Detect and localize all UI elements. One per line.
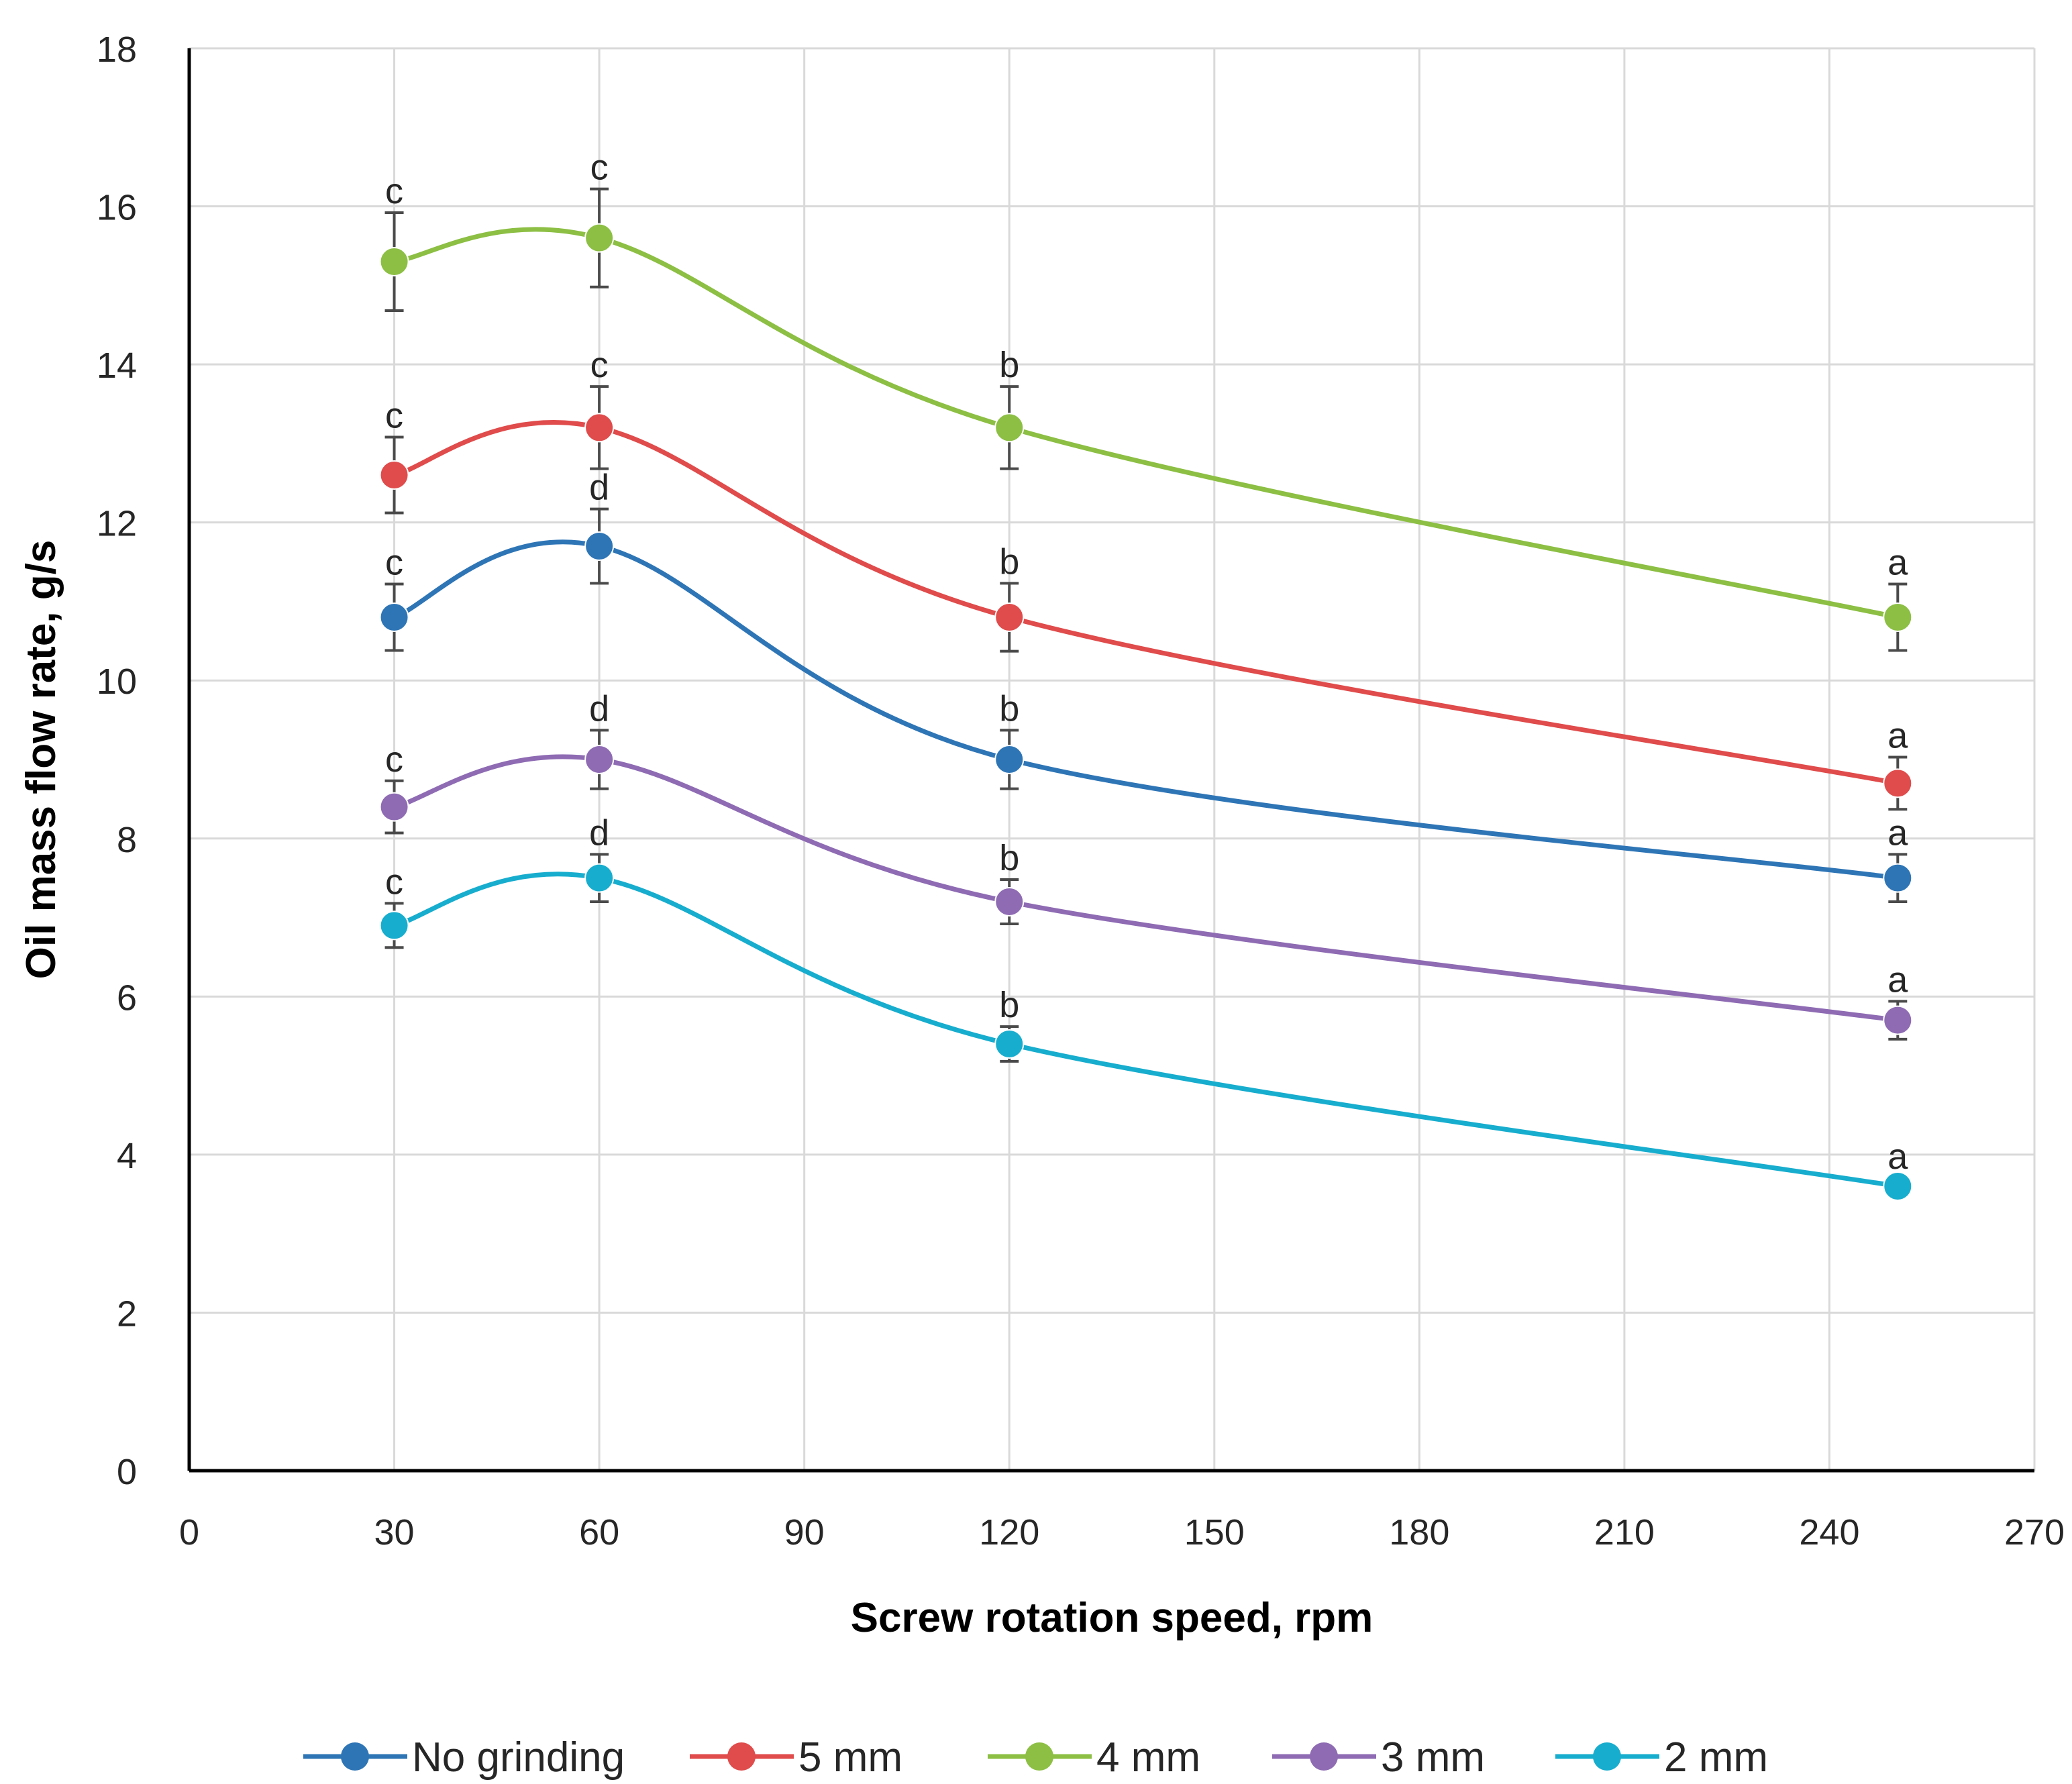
significance-letter: a <box>1887 715 1908 755</box>
significance-letter: c <box>385 171 403 211</box>
legend-label: 2 mm <box>1664 1734 1768 1781</box>
significance-letter: b <box>999 345 1019 385</box>
x-tick-label: 90 <box>784 1512 825 1553</box>
y-tick-label: 10 <box>97 662 137 702</box>
data-point <box>994 887 1025 916</box>
y-tick-label: 4 <box>117 1136 137 1176</box>
significance-letter: b <box>999 688 1019 729</box>
data-point <box>379 460 409 490</box>
significance-letter: a <box>1887 812 1908 853</box>
y-tick-label: 18 <box>97 30 137 70</box>
significance-letter: b <box>999 985 1019 1025</box>
x-tick-label: 270 <box>2004 1512 2065 1553</box>
legend-label: 3 mm <box>1381 1734 1485 1781</box>
data-point <box>1883 602 1913 632</box>
significance-letter: d <box>589 812 609 853</box>
data-point <box>584 223 615 253</box>
series-5-mm: c c b a <box>379 345 1913 811</box>
x-axis-title: Screw rotation speed, rpm <box>851 1595 1374 1641</box>
legend-label: No grinding <box>412 1734 625 1781</box>
series-2-mm: c d b a <box>379 812 1913 1201</box>
data-point <box>1883 863 1913 893</box>
legend-swatch-marker <box>341 1742 369 1771</box>
x-tick-label: 30 <box>374 1512 415 1553</box>
series-no-grinding: c d b a <box>379 468 1913 903</box>
y-tick-label: 16 <box>97 188 137 228</box>
plot-area: c d b a c c b a c c b a c d b a c d b a <box>379 148 1913 1201</box>
y-tick-label: 2 <box>117 1294 137 1334</box>
x-tick-label: 60 <box>579 1512 619 1553</box>
significance-letter: d <box>589 468 609 508</box>
legend-label: 4 mm <box>1096 1734 1200 1781</box>
legend-swatch-marker <box>1593 1742 1621 1771</box>
significance-letter: d <box>589 688 609 729</box>
data-point <box>379 247 409 276</box>
significance-letter: a <box>1887 959 1908 1000</box>
data-point <box>1883 768 1913 798</box>
significance-letter: c <box>385 861 403 902</box>
legend-entry: 4 mm <box>988 1734 1200 1781</box>
data-point <box>379 602 409 632</box>
series-line <box>393 754 1898 1023</box>
data-point <box>584 745 615 774</box>
series-3-mm: c d b a <box>379 688 1913 1041</box>
legend-swatch-marker <box>1025 1742 1053 1771</box>
data-point <box>994 1029 1025 1059</box>
series-line <box>394 227 1899 620</box>
legend-entry: 3 mm <box>1272 1734 1485 1781</box>
x-tick-label: 240 <box>1799 1512 1859 1553</box>
significance-letter: a <box>1887 543 1908 583</box>
y-axis-title: Oil mass flow rate, g/s <box>18 540 64 980</box>
legend-label: 5 mm <box>798 1734 902 1781</box>
significance-letter: c <box>385 739 403 780</box>
significance-letter: c <box>590 345 609 385</box>
y-tick-label: 8 <box>117 820 137 860</box>
data-point <box>379 910 409 941</box>
data-point <box>994 745 1025 774</box>
legend-entry: 2 mm <box>1555 1734 1768 1781</box>
series-line <box>393 872 1898 1189</box>
x-tick-label: 150 <box>1184 1512 1245 1553</box>
data-point <box>584 531 615 561</box>
significance-letter: c <box>590 148 609 188</box>
series-4-mm: c c b a <box>379 148 1913 652</box>
data-point <box>994 602 1025 632</box>
series-line <box>393 419 1898 786</box>
x-tick-label: 210 <box>1594 1512 1655 1553</box>
significance-letter: b <box>999 541 1019 582</box>
y-tick-label: 14 <box>97 346 137 386</box>
data-point <box>1883 1005 1913 1035</box>
x-tick-label: 180 <box>1389 1512 1449 1553</box>
data-point <box>994 413 1025 443</box>
significance-letter: b <box>999 838 1019 878</box>
significance-letter: a <box>1887 1137 1908 1177</box>
data-point <box>584 863 615 893</box>
legend-swatch-marker <box>727 1742 756 1771</box>
data-point <box>379 792 409 822</box>
y-tick-label: 0 <box>117 1452 137 1492</box>
y-tick-label: 6 <box>117 978 137 1018</box>
legend-swatch-marker <box>1310 1742 1338 1771</box>
legend: No grinding 5 mm 4 mm 3 mm 2 mm <box>303 1734 1768 1781</box>
y-tick-label: 12 <box>97 504 137 544</box>
series-line <box>393 539 1898 881</box>
x-tick-label: 120 <box>979 1512 1039 1553</box>
legend-entry: 5 mm <box>690 1734 902 1781</box>
significance-letter: c <box>385 395 403 435</box>
legend-entry: No grinding <box>303 1734 625 1781</box>
x-tick-label: 0 <box>179 1512 199 1553</box>
gridlines <box>189 47 2036 1471</box>
significance-letter: c <box>385 543 403 583</box>
axes <box>187 48 2034 1473</box>
tick-labels: 0 30 60 90 120 150 180 210 240 270 0 2 4 6 8 10 12 14 16 18 <box>97 30 2065 1553</box>
data-point <box>584 413 615 443</box>
data-point <box>1883 1171 1913 1201</box>
